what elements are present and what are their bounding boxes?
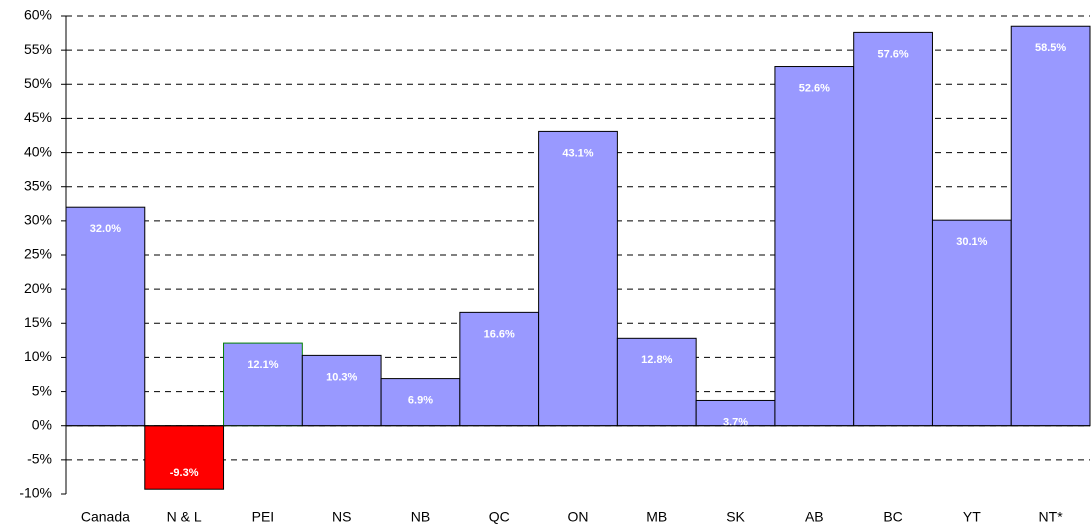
value-label: 16.6% <box>484 328 515 340</box>
bar <box>774 66 855 427</box>
bar <box>65 206 146 427</box>
x-tick-label: BC <box>883 509 902 525</box>
y-tick-label: 50% <box>24 75 52 91</box>
value-label: 32.0% <box>90 223 121 235</box>
x-tick-label: SK <box>726 509 745 525</box>
value-label: 12.8% <box>641 354 672 366</box>
y-tick-label: 20% <box>24 280 52 296</box>
value-label: 57.6% <box>877 48 908 60</box>
y-tick-label: -10% <box>19 485 52 501</box>
x-tick-label: N & L <box>167 509 202 525</box>
bar <box>459 311 540 427</box>
x-tick-label: YT <box>963 509 981 525</box>
bar <box>1010 25 1091 427</box>
bar <box>301 354 382 427</box>
y-tick-label: 10% <box>24 348 52 364</box>
y-tick-label: 30% <box>24 212 52 228</box>
bar <box>931 219 1012 427</box>
x-tick-label: MB <box>646 509 667 525</box>
value-label: -9.3% <box>170 467 199 479</box>
bar <box>144 425 225 490</box>
x-tick-label: NB <box>411 509 430 525</box>
y-tick-label: 35% <box>24 177 52 193</box>
x-tick-label: AB <box>805 509 824 525</box>
x-tick-label: ON <box>568 509 589 525</box>
y-tick-label: 0% <box>32 416 52 432</box>
value-label: 12.1% <box>247 359 278 371</box>
value-label: 30.1% <box>956 236 987 248</box>
bar <box>853 31 933 427</box>
x-tick-label: PEI <box>252 509 275 525</box>
y-tick-label: -5% <box>27 451 52 467</box>
bar <box>538 130 618 427</box>
x-tick-label: NT* <box>1039 509 1064 525</box>
bar <box>616 337 697 427</box>
x-tick-label: Canada <box>81 509 130 525</box>
value-label: 43.1% <box>562 147 593 159</box>
y-tick-label: 45% <box>24 109 52 125</box>
value-label: 3.7% <box>723 416 748 428</box>
bar <box>380 378 461 427</box>
y-tick-label: 40% <box>24 143 52 159</box>
value-label: 52.6% <box>799 82 830 94</box>
y-tick-label: 5% <box>32 382 52 398</box>
value-label: 58.5% <box>1035 42 1066 54</box>
x-tick-label: QC <box>489 509 510 525</box>
y-tick-label: 25% <box>24 246 52 262</box>
y-tick-label: 15% <box>24 314 52 330</box>
value-label: 10.3% <box>326 371 357 383</box>
y-tick-label: 55% <box>24 41 52 57</box>
y-tick-label: 60% <box>24 7 52 23</box>
x-tick-label: NS <box>332 509 351 525</box>
bar <box>223 342 303 427</box>
value-label: 6.9% <box>408 395 433 407</box>
